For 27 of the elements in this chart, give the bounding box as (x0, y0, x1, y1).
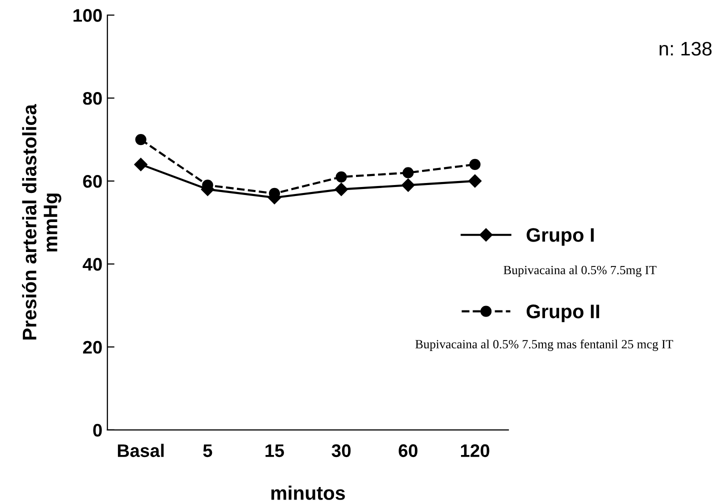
point (469, 158, 481, 170)
annotation: Bupivacaina al 0.5% 7.5mg mas fentanil 25 mcg IT (415, 339, 674, 351)
x-tick-label: 120 (461, 444, 490, 458)
y-tick-label: 100 (74, 9, 102, 22)
legend-label: Grupo II (526, 304, 600, 322)
y-tick-label: 60 (83, 174, 102, 188)
legend-label: Grupo I (526, 228, 594, 246)
x-axis-title: minutos (271, 486, 345, 500)
point (334, 182, 348, 196)
y-tick-label: 80 (83, 92, 102, 105)
x-tick-label: 15 (266, 444, 284, 458)
text: n: 138 (660, 42, 712, 56)
x-tick-label: 30 (332, 444, 351, 458)
point (402, 178, 415, 192)
point (135, 134, 146, 146)
y-axis-title: Presión arterial diastolica mmHg (22, 104, 62, 340)
y-tick-label: 0 (93, 424, 102, 437)
annotation: Bupivacaina al 0.5% 7.5mg IT (504, 265, 656, 277)
y-tick-label: 20 (83, 340, 102, 354)
point (336, 171, 347, 182)
point (402, 167, 414, 178)
point (468, 174, 482, 188)
x-tick-label: Basal (118, 444, 164, 458)
y-tick-label: 40 (82, 258, 102, 271)
point (134, 158, 148, 172)
x-tick-label: 60 (398, 444, 418, 458)
x-tick-label: 5 (203, 444, 212, 458)
